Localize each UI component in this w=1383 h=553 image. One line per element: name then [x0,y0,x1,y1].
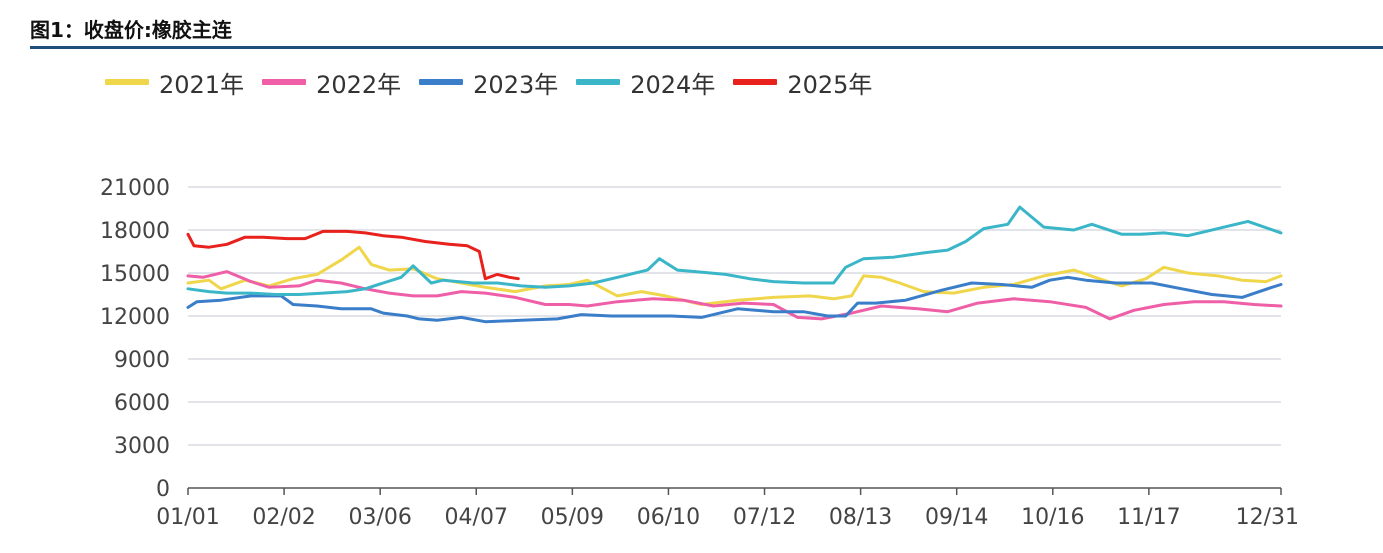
legend-label: 2022年 [316,70,402,99]
y-tick-label: 0 [156,477,170,502]
legend-swatch [733,79,778,85]
legend-item: 2024年 [576,65,715,100]
y-tick-label: 9000 [114,348,170,373]
legend-swatch [576,79,621,85]
title-divider [30,46,1383,49]
x-tick-label: 12/31 [1236,505,1299,530]
x-tick-label: 09/14 [925,505,988,530]
x-tick-label: 03/06 [348,505,411,530]
x-tick-label: 10/16 [1021,505,1084,530]
x-tick-label: 02/02 [252,505,315,530]
y-tick-label: 15000 [100,262,170,287]
x-tick-label: 06/10 [637,505,700,530]
legend-swatch [105,79,149,85]
legend-item: 2023年 [419,65,558,100]
series-line-2025 [186,229,520,281]
legend-label: 2023年 [473,70,559,99]
legend-swatch [419,79,464,85]
y-tick-label: 12000 [100,305,170,330]
y-tick-label: 3000 [114,434,170,459]
figure-title: 图1：收盘价:橡胶主连 [30,18,232,42]
legend-label: 2021年 [159,70,245,99]
y-tick-label: 6000 [114,391,170,416]
y-tick-label: 18000 [100,219,170,244]
x-tick-label: 07/12 [733,505,796,530]
series-line-2022 [186,270,1283,321]
y-tick-label: 21000 [100,176,170,201]
legend-item: 2021年 [105,65,244,100]
legend-item: 2022年 [262,65,401,100]
legend-item: 2025年 [733,65,872,100]
legend-label: 2025年 [787,70,873,99]
x-tick-label: 08/13 [829,505,892,530]
x-tick-label: 05/09 [541,505,604,530]
x-tick-label: 11/17 [1117,505,1180,530]
x-tick-label: 01/01 [156,505,219,530]
legend-swatch [262,79,307,85]
chart-legend: 2021年 2022年 2023年 2024年 2025年 [105,64,890,100]
x-tick-label: 04/07 [445,505,508,530]
figure-header: 图1：收盘价:橡胶主连 [0,0,1383,49]
legend-label: 2024年 [630,70,716,99]
series-line-2024 [186,205,1283,296]
series-line-2023 [186,275,1283,324]
